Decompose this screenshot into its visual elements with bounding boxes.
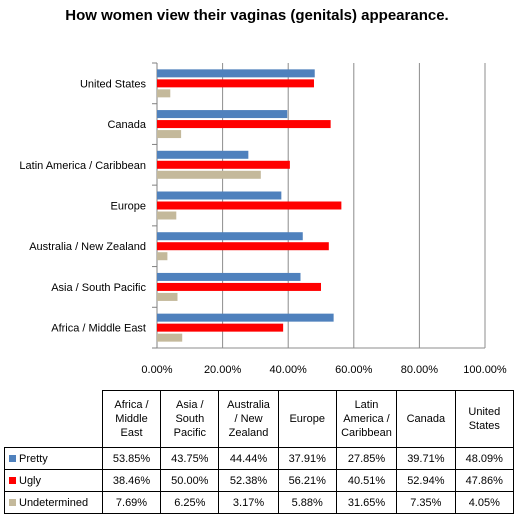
legend-key (9, 476, 16, 484)
table-cell: 48.09% (454, 447, 514, 470)
column-header-line: Africa / (114, 399, 149, 411)
bar-ugly (157, 242, 329, 251)
table-cell: 31.65% (335, 491, 398, 514)
bar-undetermined (157, 292, 178, 301)
column-header-line: South (175, 413, 205, 425)
column-header-line: Pacific (173, 427, 207, 439)
column-header-line: United (468, 406, 501, 418)
y-category-label: Africa / Middle East (51, 323, 146, 335)
table-cell: 50.00% (160, 469, 220, 492)
table-header-row: Africa / Middle East Asia / South Pacific Aust… (4, 390, 514, 448)
table-cell: 40.51% (335, 469, 398, 492)
bar-pretty (157, 313, 334, 322)
bar-pretty (157, 272, 301, 281)
bar-undetermined (157, 211, 177, 220)
column-header-line: States (468, 420, 500, 432)
bar-ugly (157, 160, 290, 169)
legend-key (9, 454, 16, 462)
bar-pretty (157, 191, 282, 200)
column-header-line: Middle (115, 413, 148, 425)
legend-label: Undetermined (19, 496, 89, 509)
table-cell: 3.17% (218, 491, 279, 514)
table-column-header: United States (454, 390, 514, 448)
table-cell: 7.35% (396, 491, 456, 514)
table-cell: 37.91% (277, 447, 337, 470)
legend-label: Ugly (19, 474, 42, 487)
column-header-line: Canada (406, 413, 446, 425)
x-tick-label: 60.00% (335, 364, 373, 376)
table-cell: 52.38% (218, 469, 279, 492)
bar-ugly (157, 79, 314, 88)
table-cell: 43.75% (160, 447, 220, 470)
y-category-label: Canada (107, 119, 146, 131)
table-cell: 5.88% (277, 491, 337, 514)
column-header-line: East (120, 427, 143, 439)
table-row: Undetermined 7.69% 6.25% 3.17% 5.88% 31.65% 7.… (4, 491, 514, 514)
bar-undetermined (157, 252, 168, 261)
x-tick-label: 100.00% (463, 364, 507, 376)
bar-undetermined (157, 333, 183, 342)
table-row: Ugly 38.46% 50.00% 52.38% 56.21% 40.51% 52.94%… (4, 469, 514, 492)
bar-ugly (157, 323, 284, 332)
table-column-header: Asia / South Pacific (160, 390, 220, 448)
data-table: Africa / Middle East Asia / South Pacific Aust… (4, 390, 514, 514)
table-column-header: Latin America / Caribbean (335, 390, 398, 448)
table-cell: 6.25% (160, 491, 220, 514)
table-column-header: Canada (396, 390, 456, 448)
table-column-header: Australia / New Zealand (218, 390, 279, 448)
table-row: Pretty 53.85% 43.75% 44.44% 37.91% 27.85% 39.7… (4, 447, 514, 470)
table-cell: 38.46% (101, 469, 162, 492)
bar-pretty (157, 232, 303, 241)
legend-key (9, 498, 16, 506)
table-cell: 52.94% (396, 469, 456, 492)
table-cell: 44.44% (218, 447, 279, 470)
column-header-line: America / (343, 413, 390, 425)
bar-ugly (157, 201, 342, 210)
bar-pretty (157, 69, 315, 78)
bar-undetermined (157, 130, 182, 139)
y-category-label: Asia / South Pacific (51, 282, 146, 294)
table-column-header: Africa / Middle East (101, 390, 162, 448)
column-header-line: / New (234, 413, 263, 425)
bar-undetermined (157, 89, 171, 98)
y-category-label: Latin America / Caribbean (19, 160, 146, 172)
table-column-header: Europe (277, 390, 337, 448)
column-header-line: Zealand (228, 427, 269, 439)
x-tick-label: 80.00% (401, 364, 439, 376)
table-cell: 27.85% (335, 447, 398, 470)
bar-ugly (157, 120, 331, 129)
table-cell: 53.85% (101, 447, 162, 470)
table-cell: 4.05% (454, 491, 514, 514)
column-header-line: Caribbean (341, 427, 392, 439)
x-tick-label: 20.00% (204, 364, 242, 376)
bar-pretty (157, 110, 288, 119)
y-category-label: Europe (111, 201, 146, 213)
y-category-label: Australia / New Zealand (29, 241, 146, 253)
table-corner (4, 390, 103, 448)
row-header: Ugly (4, 469, 103, 492)
x-tick-label: 40.00% (270, 364, 308, 376)
row-header: Pretty (4, 447, 103, 470)
bar-ugly (157, 282, 321, 291)
legend-label: Pretty (19, 452, 48, 465)
column-header-line: Latin (354, 399, 379, 411)
table-cell: 56.21% (277, 469, 337, 492)
bar-chart: 0.00% 20.00% 40.00% 60.00% 80.00% 100.00% Unit… (19, 62, 507, 376)
table-cell: 7.69% (101, 491, 162, 514)
y-category-label: United States (80, 78, 147, 90)
row-header: Undetermined (4, 491, 103, 514)
table-cell: 39.71% (396, 447, 456, 470)
bar-undetermined (157, 170, 261, 179)
column-header-line: Europe (289, 413, 325, 425)
bar-pretty (157, 150, 249, 159)
chart-title: How women view their vaginas (genitals) … (65, 7, 449, 24)
column-header-line: Australia (227, 399, 270, 411)
column-header-line: Asia / (176, 399, 204, 411)
table-cell: 47.86% (454, 469, 514, 492)
x-tick-label: 0.00% (141, 364, 172, 376)
